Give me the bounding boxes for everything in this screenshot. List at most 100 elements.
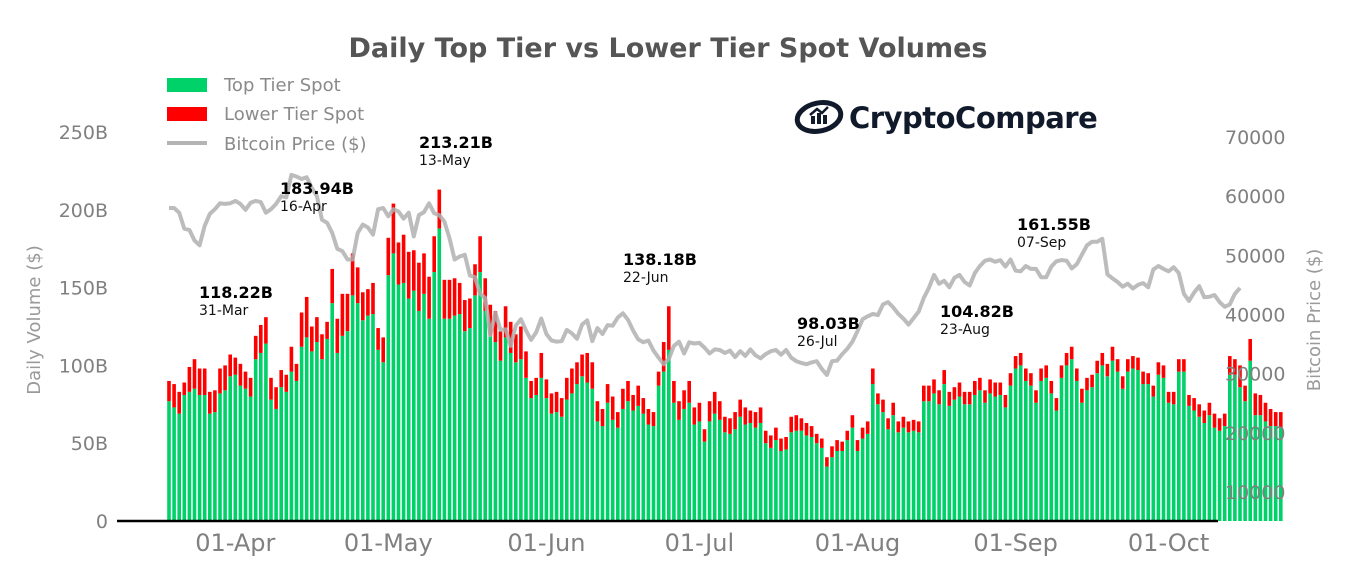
bar-top-tier bbox=[825, 466, 829, 521]
bar-lower-tier bbox=[616, 412, 620, 428]
bar-lower-tier bbox=[988, 379, 992, 394]
annotation-date: 07-Sep bbox=[1017, 235, 1066, 251]
bar-lower-tier bbox=[1187, 394, 1191, 406]
bar-lower-tier bbox=[483, 278, 487, 311]
bar-lower-tier bbox=[758, 407, 763, 423]
bar-lower-tier bbox=[1115, 359, 1120, 372]
bar-top-tier bbox=[345, 331, 350, 521]
bar-lower-tier bbox=[213, 390, 217, 413]
bar-top-tier bbox=[299, 346, 304, 521]
bar-top-tier bbox=[253, 359, 258, 521]
bar-lower-tier bbox=[789, 416, 793, 433]
bar-top-tier bbox=[330, 303, 334, 521]
bar-lower-tier bbox=[1059, 365, 1064, 378]
bar-lower-tier bbox=[850, 415, 855, 428]
bar-lower-tier bbox=[554, 391, 559, 413]
bar-top-tier bbox=[366, 315, 370, 521]
bar-top-tier bbox=[942, 384, 946, 521]
bar-top-tier bbox=[743, 424, 748, 521]
bar-lower-tier bbox=[366, 289, 370, 316]
bar-top-tier bbox=[937, 404, 941, 521]
bar-top-tier bbox=[457, 314, 462, 521]
bar-top-tier bbox=[595, 421, 600, 521]
bar-lower-tier bbox=[728, 418, 732, 434]
bar-top-tier bbox=[335, 352, 340, 521]
bar-top-tier bbox=[661, 371, 666, 521]
bar-lower-tier bbox=[1131, 356, 1135, 369]
bar-top-tier bbox=[406, 298, 411, 521]
bar-top-tier bbox=[202, 394, 207, 521]
bar-lower-tier bbox=[825, 457, 829, 467]
bar-lower-tier bbox=[891, 402, 895, 416]
bar-top-tier bbox=[855, 450, 860, 521]
annotation-value: 161.55B bbox=[1017, 215, 1091, 234]
bar-lower-tier bbox=[1207, 402, 1212, 416]
bar-lower-tier bbox=[167, 380, 171, 402]
bar-top-tier bbox=[697, 421, 702, 521]
bar-top-tier bbox=[585, 382, 589, 521]
bar-top-tier bbox=[860, 438, 865, 521]
bar-top-tier bbox=[1151, 396, 1156, 521]
bar-lower-tier bbox=[610, 396, 615, 420]
bar-top-tier bbox=[1131, 368, 1135, 521]
annotation-date: 31-Mar bbox=[199, 303, 249, 319]
bar-top-tier bbox=[391, 253, 396, 522]
bar-lower-tier bbox=[1166, 391, 1171, 403]
bar-lower-tier bbox=[876, 393, 880, 405]
bar-top-tier bbox=[1054, 410, 1059, 521]
bar-lower-tier bbox=[575, 362, 579, 385]
bar-lower-tier bbox=[753, 412, 758, 428]
bar-top-tier bbox=[967, 404, 972, 521]
bar-top-tier bbox=[1197, 416, 1201, 521]
bar-lower-tier bbox=[651, 412, 656, 427]
bar-top-tier bbox=[1120, 388, 1125, 521]
bar-lower-tier bbox=[998, 382, 1003, 395]
bar-lower-tier bbox=[1024, 368, 1028, 381]
bar-lower-tier bbox=[794, 415, 799, 431]
bar-lower-tier bbox=[661, 342, 666, 372]
bar-lower-tier bbox=[927, 385, 931, 402]
bar-top-tier bbox=[376, 349, 380, 521]
bar-top-tier bbox=[1212, 427, 1217, 521]
bar-top-tier bbox=[570, 393, 574, 521]
bar-top-tier bbox=[1085, 390, 1089, 521]
bar-lower-tier bbox=[636, 385, 640, 406]
bar-top-tier bbox=[1268, 426, 1273, 521]
bar-top-tier bbox=[580, 376, 584, 521]
bar-top-tier bbox=[1039, 380, 1043, 521]
bar-top-tier bbox=[774, 440, 778, 521]
bar-top-tier bbox=[998, 394, 1003, 521]
bar-lower-tier bbox=[896, 421, 901, 433]
bar-top-tier bbox=[1238, 387, 1242, 521]
bar-lower-tier bbox=[529, 380, 533, 399]
bar-lower-tier bbox=[763, 430, 768, 444]
bar-lower-tier bbox=[238, 363, 243, 386]
bar-lower-tier bbox=[1110, 346, 1115, 361]
bar-top-tier bbox=[957, 396, 962, 521]
bar-top-tier bbox=[228, 376, 232, 521]
bar-lower-tier bbox=[233, 357, 238, 375]
bar-lower-tier bbox=[447, 279, 452, 319]
bar-lower-tier bbox=[835, 440, 839, 451]
bar-lower-tier bbox=[962, 391, 967, 405]
bar-top-tier bbox=[427, 318, 431, 521]
bar-lower-tier bbox=[595, 401, 600, 422]
bar-top-tier bbox=[197, 394, 202, 521]
bar-top-tier bbox=[1080, 402, 1084, 521]
bar-top-tier bbox=[799, 430, 804, 521]
bar-lower-tier bbox=[437, 189, 442, 229]
bar-top-tier bbox=[1090, 387, 1094, 521]
bar-lower-tier bbox=[1156, 362, 1161, 375]
bar-top-tier bbox=[519, 359, 523, 521]
x-axis-ticks: 01-Apr 01-May 01-Jun 01-Jul 01-Aug 01-Sep 01-O… bbox=[195, 529, 1209, 557]
logo-text: CryptoCompare bbox=[849, 101, 1097, 135]
bar-top-tier bbox=[1018, 365, 1023, 521]
bar-top-tier bbox=[1049, 393, 1054, 521]
bar-top-tier bbox=[1008, 385, 1013, 521]
bar-top-tier bbox=[279, 387, 283, 521]
bar-top-tier bbox=[911, 430, 916, 521]
bar-top-tier bbox=[692, 424, 697, 521]
annotation-value: 138.18B bbox=[623, 250, 697, 269]
bar-lower-tier bbox=[493, 310, 498, 343]
bar-lower-tier bbox=[621, 388, 625, 409]
